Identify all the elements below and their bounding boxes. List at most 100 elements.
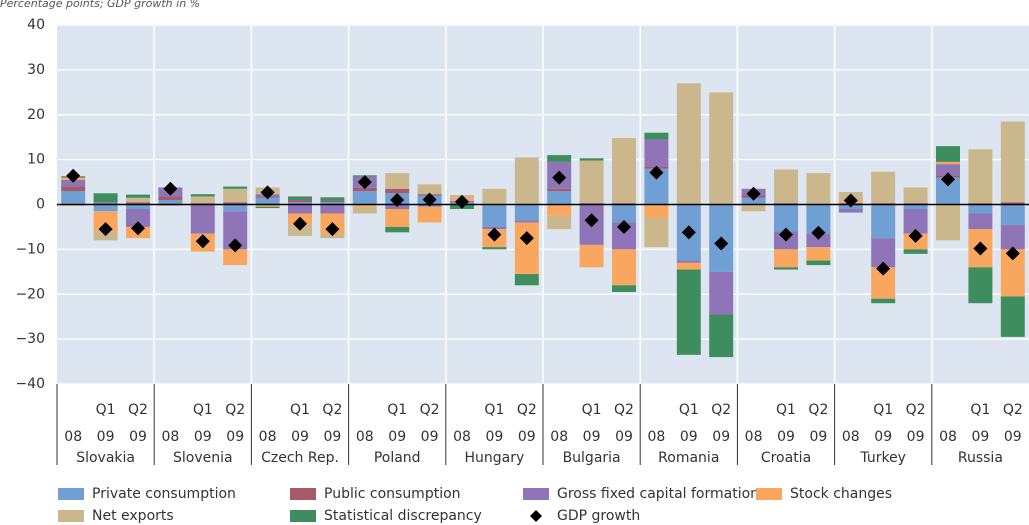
- x-tick-label: 08: [745, 429, 763, 445]
- bar-segment: [288, 196, 312, 201]
- bar-segment: [417, 206, 442, 223]
- gdp-marker: [98, 222, 113, 237]
- bar-segment: [514, 157, 539, 205]
- group-label: Croatia: [761, 450, 811, 466]
- bar-segment: [1000, 296, 1025, 337]
- bar-segment: [385, 188, 410, 194]
- bar-segment: [385, 173, 410, 189]
- bar-segment: [255, 206, 280, 209]
- x-tick-label: Q2: [322, 402, 342, 418]
- legend-swatch: [290, 488, 316, 500]
- bar-segment: [871, 204, 896, 239]
- x-tick-label: 08: [939, 429, 957, 445]
- gdp-marker: [131, 221, 145, 236]
- bar-segment: [126, 204, 150, 209]
- bar-segment: [61, 191, 86, 205]
- x-tick-label: 09: [518, 429, 536, 445]
- bar-segment: [676, 262, 701, 270]
- bar-segment: [806, 233, 831, 248]
- bar-segment: [126, 194, 150, 198]
- legend-label: Stock changes: [790, 486, 892, 502]
- x-tick-label: Q1: [776, 402, 796, 418]
- bar-segment: [644, 139, 669, 167]
- gdp-marker: [552, 170, 567, 185]
- bar-segment: [482, 247, 507, 250]
- gdp-marker: [649, 165, 664, 180]
- bar-segment: [676, 269, 701, 355]
- bar-segment: [579, 244, 604, 268]
- gdp-marker: [487, 227, 502, 242]
- x-tick-label: 09: [485, 429, 503, 445]
- bar-segment: [126, 197, 150, 203]
- bar-segment: [612, 138, 636, 204]
- legend-label: Gross fixed capital formation: [557, 486, 759, 502]
- bar-segment: [806, 204, 831, 234]
- x-tick-label: 09: [809, 429, 827, 445]
- x-tick-label: Q2: [517, 402, 537, 418]
- chart-title: Percentage points; GDP growth in %: [0, 0, 200, 10]
- bar-segment: [871, 267, 896, 299]
- y-tick-label: −20: [15, 286, 45, 302]
- bar-segment: [320, 204, 345, 214]
- gdp-marker: [681, 225, 696, 240]
- legend-label: Public consumption: [324, 486, 461, 502]
- group-label: Slovenia: [173, 450, 233, 466]
- gdp-marker: [584, 213, 599, 228]
- y-tick-label: −40: [15, 376, 45, 392]
- x-tick-label: 09: [388, 429, 406, 445]
- bar-segment: [903, 187, 928, 204]
- bar-segment: [547, 191, 572, 205]
- legend-label: GDP growth: [557, 508, 640, 524]
- bar-segment: [547, 155, 572, 162]
- bar-segment: [255, 197, 280, 205]
- gdp-marker: [66, 168, 81, 183]
- x-tick-label: 09: [421, 429, 439, 445]
- bar-segment: [968, 204, 993, 214]
- bar-segment: [936, 146, 960, 162]
- bar-segment: [968, 149, 993, 204]
- bar-segment: [352, 206, 377, 214]
- x-tick-label: 08: [64, 429, 82, 445]
- bar-segment: [223, 188, 248, 203]
- gdp-marker: [390, 193, 405, 208]
- bar-segment: [352, 187, 377, 192]
- bar-segment: [936, 164, 960, 176]
- bar-segment: [774, 169, 798, 204]
- bar-segment: [903, 204, 928, 209]
- bar-segment: [676, 260, 701, 263]
- x-tick-label: 09: [194, 429, 212, 445]
- group-label: Bulgaria: [563, 450, 621, 466]
- gdp-marker: [876, 261, 891, 276]
- x-tick-label: Q1: [484, 402, 504, 418]
- bar-segment: [547, 215, 572, 230]
- bar-segment: [968, 213, 993, 230]
- bar-segment: [158, 200, 183, 205]
- legend-swatch: [290, 510, 316, 522]
- x-tick-label: 09: [129, 429, 147, 445]
- gdp-marker: [1005, 246, 1020, 261]
- gdp-marker: [260, 185, 275, 200]
- x-tick-label: 09: [583, 429, 601, 445]
- x-tick-label: 08: [842, 429, 860, 445]
- bar-segment: [514, 204, 539, 221]
- x-tick-label: 08: [356, 429, 374, 445]
- bar-segment: [190, 194, 215, 197]
- gdp-marker: [941, 172, 955, 187]
- x-tick-label: 09: [291, 429, 309, 445]
- bar-segment: [223, 186, 248, 189]
- bar-segment: [806, 260, 831, 266]
- bar-segment: [741, 197, 766, 205]
- gdp-marker: [519, 231, 534, 246]
- x-tick-label: 08: [550, 429, 568, 445]
- gdp-marker: [908, 228, 923, 243]
- bar-segment: [223, 204, 248, 212]
- bar-segment: [903, 208, 928, 234]
- x-tick-label: 09: [971, 429, 989, 445]
- bar-segment: [838, 208, 863, 213]
- bar-segment: [61, 186, 86, 192]
- bar-segment: [547, 188, 572, 192]
- bar-segment: [1000, 249, 1025, 297]
- bar-segment: [709, 314, 734, 358]
- x-tick-label: Q2: [614, 402, 634, 418]
